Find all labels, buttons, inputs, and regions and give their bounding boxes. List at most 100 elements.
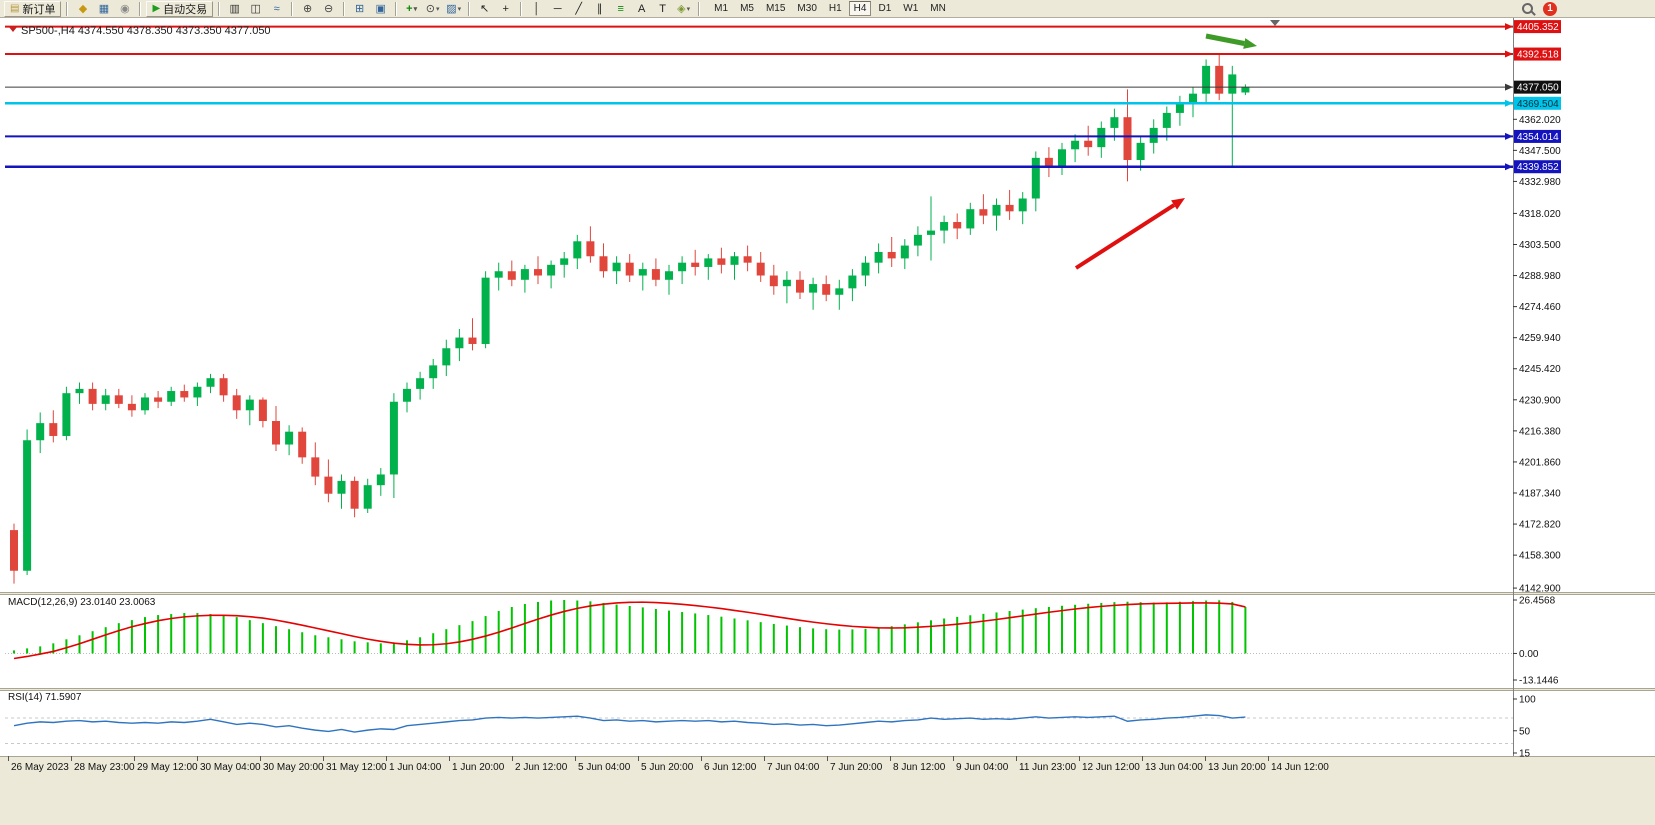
notification-badge[interactable]: 1: [1543, 1, 1557, 16]
dropdown-arrow-icon[interactable]: ▾: [413, 5, 418, 13]
candle-body: [1097, 127, 1106, 148]
candle-body: [127, 403, 136, 411]
timeframe-d1[interactable]: D1: [873, 1, 896, 16]
timeframe-mn[interactable]: MN: [925, 1, 951, 16]
new-order-button[interactable]: ▤ 新订单: [4, 0, 62, 17]
horizontal-line-icon[interactable]: ─: [553, 2, 562, 15]
candle-body: [1202, 65, 1211, 94]
trendline-icon[interactable]: ╱: [575, 3, 582, 15]
candle-body: [507, 271, 516, 280]
svg-text:4201.860: 4201.860: [1519, 457, 1561, 468]
market-watch-icon[interactable]: ▦: [98, 3, 110, 15]
periods-icon[interactable]: ⊙ ▾: [425, 3, 440, 15]
level-arrow-icon: [1505, 132, 1513, 140]
candle-body: [167, 391, 176, 402]
zoom-in-icon[interactable]: ⊕: [303, 3, 313, 15]
rsi-panel[interactable]: [0, 690, 1655, 756]
line-chart-icon[interactable]: ≈: [273, 2, 280, 15]
candle-body: [1215, 65, 1224, 94]
candlestick-chart-icon[interactable]: ◫: [250, 3, 261, 15]
svg-text:5 Jun 20:00: 5 Jun 20:00: [641, 762, 694, 773]
candle-body: [625, 262, 634, 276]
price-tag-4377.050: [1514, 80, 1561, 94]
level-arrow-icon: [1505, 99, 1513, 107]
zoom-out-icon[interactable]: ⊖: [324, 3, 334, 15]
candle-body: [1149, 127, 1158, 143]
timeframe-w1[interactable]: W1: [898, 1, 923, 16]
svg-text:13 Jun 04:00: 13 Jun 04:00: [1145, 762, 1203, 773]
main-chart-panel[interactable]: [0, 18, 1655, 592]
candle-body: [1241, 87, 1250, 93]
candle-body: [1058, 149, 1066, 167]
red-trend-arrow[interactable]: [1074, 198, 1185, 270]
timeframe-m30[interactable]: M30: [792, 1, 821, 16]
chart-shift-marker[interactable]: [1270, 20, 1280, 26]
chart-window[interactable]: 4362.020 4347.500 4332.980 4318.020 4303.500…: [0, 18, 1655, 825]
time-axis-strip[interactable]: [0, 756, 1655, 825]
vertical-line-icon[interactable]: │: [533, 2, 541, 15]
candle-body: [651, 269, 660, 280]
candle-body: [114, 395, 123, 404]
candle-body: [193, 386, 202, 398]
svg-text:4405.352: 4405.352: [1517, 22, 1559, 33]
timeframe-h1[interactable]: H1: [824, 1, 847, 16]
svg-text:4392.518: 4392.518: [1517, 50, 1559, 61]
candle-body: [704, 258, 713, 267]
indicators-icon[interactable]: + ▾: [406, 2, 418, 15]
crosshair-icon[interactable]: +: [502, 2, 509, 15]
chart-symbol-icon: [9, 27, 17, 32]
candle-body: [1071, 140, 1080, 150]
price-axis[interactable]: 4362.020 4347.500 4332.980 4318.020 4303.500…: [1513, 115, 1561, 595]
candle-body: [940, 222, 949, 231]
timeframe-m5[interactable]: M5: [735, 1, 759, 16]
candle-body: [389, 401, 398, 475]
candle-body: [691, 262, 700, 267]
candle-body: [403, 388, 411, 402]
equidistant-channel-icon[interactable]: ∥: [596, 3, 603, 15]
dropdown-arrow-icon[interactable]: ▾: [457, 5, 462, 13]
new-order-button-label: 新订单: [22, 3, 56, 16]
grid-icon[interactable]: ⊞: [355, 3, 365, 15]
community-icon[interactable]: ◉: [120, 3, 130, 15]
candle-body: [887, 251, 896, 259]
macd-panel[interactable]: [0, 594, 1655, 688]
candles-layer: [10, 54, 1250, 584]
candle-body: [363, 485, 372, 509]
chart-canvas[interactable]: 4362.020 4347.500 4332.980 4318.020 4303.500…: [0, 18, 1655, 825]
fibonacci-icon[interactable]: ≡: [617, 2, 624, 15]
candle-body: [324, 476, 333, 494]
macd-signal-line: [13, 601, 1246, 660]
bar-chart-icon[interactable]: ▥: [229, 3, 240, 15]
timeframe-m15[interactable]: M15: [761, 1, 790, 16]
green-annotation-arrow[interactable]: [1205, 33, 1257, 49]
candle-body: [416, 378, 425, 389]
text-icon[interactable]: A: [637, 2, 646, 15]
candle-body: [638, 269, 647, 276]
timeframe-m1[interactable]: M1: [709, 1, 733, 16]
templates-icon[interactable]: ▨ ▾: [446, 3, 462, 15]
svg-text:1 Jun 04:00: 1 Jun 04:00: [389, 762, 442, 773]
tile-windows-icon[interactable]: ▣: [375, 3, 386, 15]
svg-text:7 Jun 04:00: 7 Jun 04:00: [767, 762, 820, 773]
arrows-tool-icon[interactable]: ◈ ▾: [677, 3, 691, 15]
timeframe-h4[interactable]: H4: [848, 1, 872, 16]
svg-text:4369.504: 4369.504: [1517, 99, 1559, 110]
autotrading-button[interactable]: ▶ 自动交易: [146, 0, 214, 17]
cursor-icon[interactable]: ↖: [480, 3, 490, 15]
svg-text:7 Jun 20:00: 7 Jun 20:00: [830, 762, 883, 773]
candle-body: [809, 284, 818, 293]
candle-body: [612, 262, 621, 272]
dropdown-arrow-icon[interactable]: ▾: [436, 5, 440, 13]
svg-text:-13.1446: -13.1446: [1519, 676, 1559, 687]
price-tag-4369.504: [1514, 96, 1561, 110]
svg-text:4187.340: 4187.340: [1519, 489, 1561, 500]
dropdown-arrow-icon[interactable]: ▾: [686, 5, 691, 13]
search-icon[interactable]: [1522, 3, 1533, 14]
time-axis[interactable]: 26 May 2023 28 May 23:00 29 May 12:00 30 Ma…: [8, 756, 1330, 773]
text-label-icon[interactable]: T: [659, 2, 667, 15]
alerts-icon[interactable]: ◆: [78, 3, 88, 15]
candle-body: [874, 251, 883, 263]
candle-body: [10, 530, 18, 571]
candle-body: [180, 391, 189, 398]
candle-body: [861, 262, 870, 276]
